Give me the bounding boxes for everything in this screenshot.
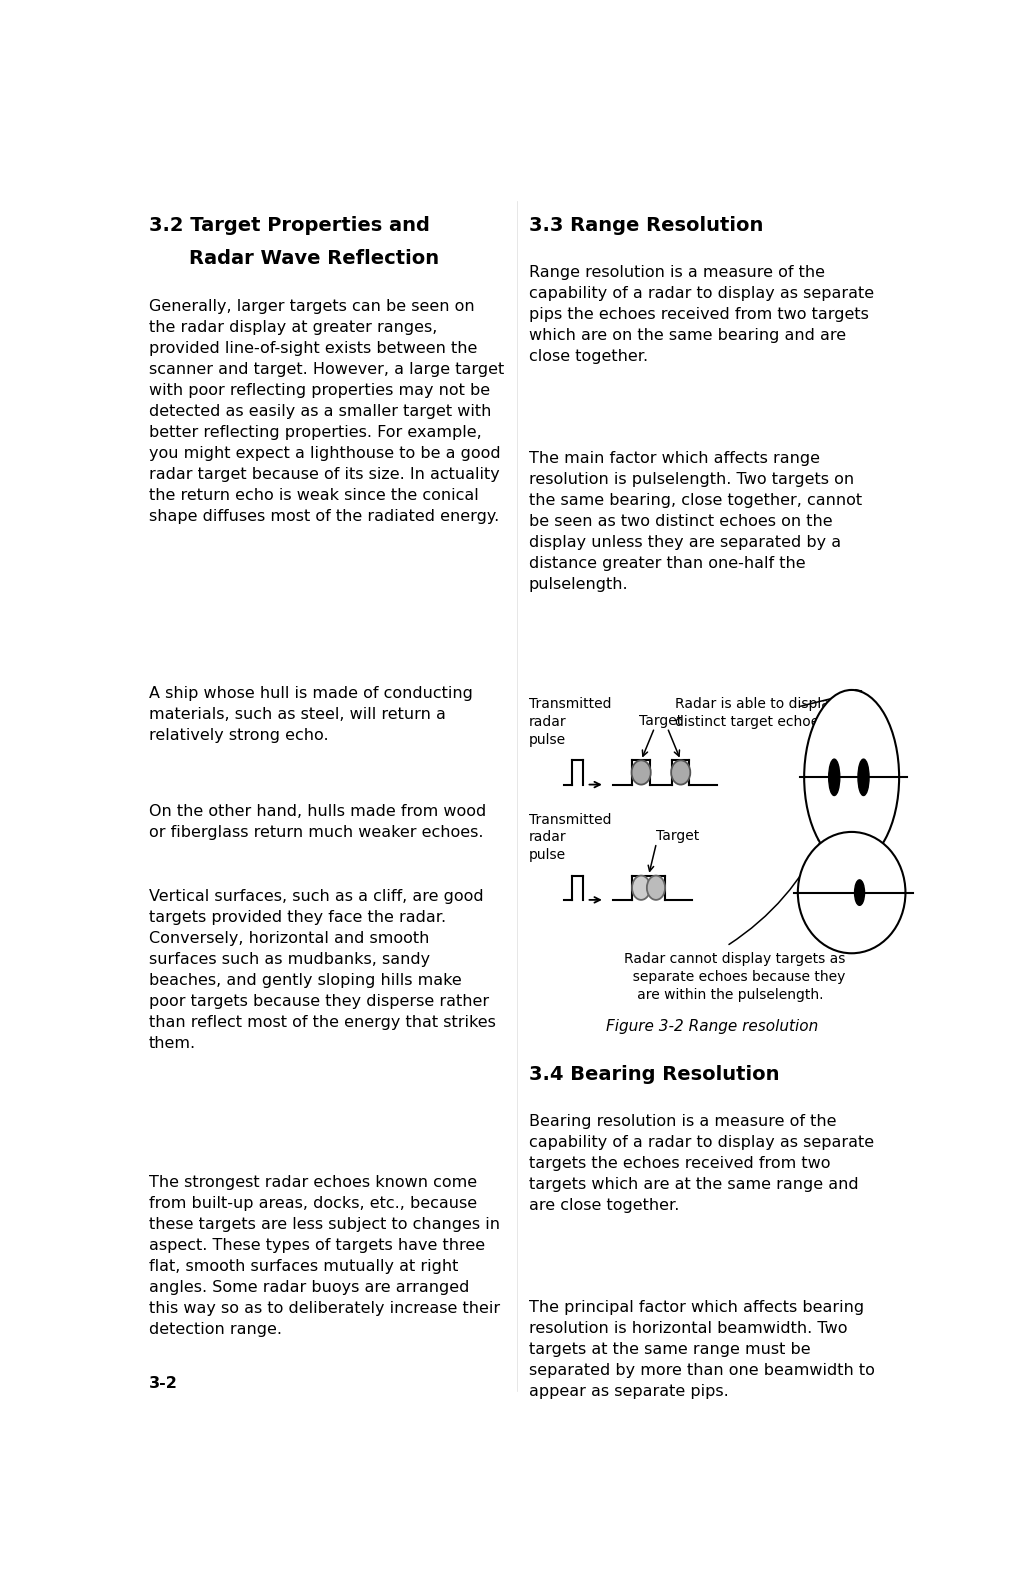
Text: The main factor which affects range
resolution is pulselength. Two targets on
th: The main factor which affects range reso… <box>529 451 862 591</box>
Text: Figure 3-2 Range resolution: Figure 3-2 Range resolution <box>605 1018 818 1034</box>
Text: Radar Wave Reflection: Radar Wave Reflection <box>189 249 439 268</box>
Ellipse shape <box>829 760 839 796</box>
Ellipse shape <box>632 876 650 900</box>
Text: The principal factor which affects bearing
resolution is horizontal beamwidth. T: The principal factor which affects beari… <box>529 1300 875 1398</box>
Text: Range resolution is a measure of the
capability of a radar to display as separat: Range resolution is a measure of the cap… <box>529 265 874 364</box>
Text: 3-2: 3-2 <box>149 1376 178 1390</box>
Text: Radar cannot display targets as
  separate echoes because they
   are within the: Radar cannot display targets as separate… <box>624 952 845 1002</box>
Text: A ship whose hull is made of conducting
materials, such as steel, will return a
: A ship whose hull is made of conducting … <box>149 686 473 744</box>
Text: Vertical surfaces, such as a cliff, are good
targets provided they face the rada: Vertical surfaces, such as a cliff, are … <box>149 889 496 1051</box>
Ellipse shape <box>647 876 665 900</box>
Text: 3.3 Range Resolution: 3.3 Range Resolution <box>529 216 763 235</box>
Text: Radar is able to display two
distinct target echoes.: Radar is able to display two distinct ta… <box>675 697 868 730</box>
Ellipse shape <box>797 832 906 953</box>
Text: The strongest radar echoes known come
from built-up areas, docks, etc., because
: The strongest radar echoes known come fr… <box>149 1176 500 1336</box>
Text: Target: Target <box>657 829 699 843</box>
Ellipse shape <box>805 690 900 865</box>
Text: 3.4 Bearing Resolution: 3.4 Bearing Resolution <box>529 1065 779 1084</box>
Ellipse shape <box>855 879 865 905</box>
Text: 3.2 Target Properties and: 3.2 Target Properties and <box>149 216 430 235</box>
Ellipse shape <box>671 760 690 785</box>
Text: On the other hand, hulls made from wood
or fiberglass return much weaker echoes.: On the other hand, hulls made from wood … <box>149 804 486 840</box>
Text: Generally, larger targets can be seen on
the radar display at greater ranges,
pr: Generally, larger targets can be seen on… <box>149 299 504 523</box>
Text: Target: Target <box>639 714 683 728</box>
Text: Transmitted
radar
pulse: Transmitted radar pulse <box>529 697 612 747</box>
Text: Bearing resolution is a measure of the
capability of a radar to display as separ: Bearing resolution is a measure of the c… <box>529 1114 874 1214</box>
Text: Transmitted
radar
pulse: Transmitted radar pulse <box>529 813 612 862</box>
Ellipse shape <box>858 760 869 796</box>
Ellipse shape <box>632 760 650 785</box>
